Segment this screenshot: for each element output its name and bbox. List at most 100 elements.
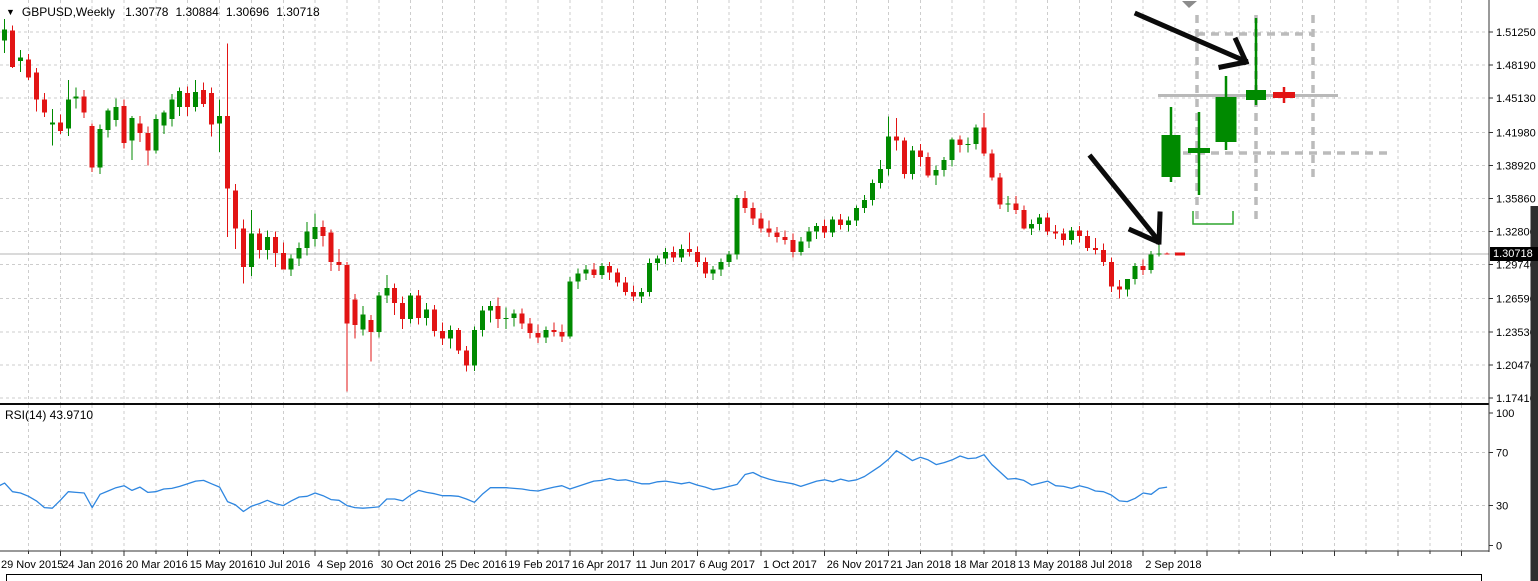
candle-body — [455, 329, 461, 351]
candle-body — [248, 233, 254, 268]
candle-body — [440, 331, 445, 339]
candle-body — [639, 292, 645, 297]
price-axis-label: 1.38920 — [1496, 160, 1536, 172]
candle-body — [1124, 279, 1130, 290]
candle-body — [591, 269, 597, 275]
price-axis-label: 1.51250 — [1496, 27, 1536, 39]
arrow-head-stroke[interactable] — [1232, 36, 1250, 66]
candle-body — [240, 228, 246, 268]
candle-body — [25, 59, 31, 78]
time-axis-label: 24 Jan 2016 — [62, 559, 123, 571]
candle-body — [647, 262, 653, 293]
rsi-axis-label: 70 — [1496, 448, 1508, 460]
current-price-tick — [1175, 252, 1185, 256]
arrow-shaft[interactable] — [1087, 153, 1162, 244]
candle-body — [575, 273, 581, 282]
candle-body — [209, 93, 215, 125]
candle-body — [670, 252, 676, 258]
price-axis-label: 1.41980 — [1496, 127, 1536, 139]
annotations-layer[interactable] — [1087, 1, 1393, 256]
time-axis-label: 20 Mar 2016 — [126, 559, 188, 571]
side-scroll-strip[interactable] — [1530, 206, 1538, 581]
candle-body — [997, 177, 1003, 205]
panel-separator — [0, 403, 1489, 405]
candle-body — [1053, 231, 1059, 234]
candle-body — [41, 99, 47, 113]
candle-body — [105, 110, 111, 130]
candle-body — [368, 320, 374, 333]
candle-body — [909, 150, 915, 175]
candle-body — [288, 258, 294, 270]
candle-body — [1084, 235, 1090, 248]
time-axis-label: 19 Feb 2017 — [508, 559, 570, 571]
candle-body — [328, 232, 334, 262]
horizontal-scrollbar[interactable] — [6, 574, 1482, 581]
candle-body — [1037, 217, 1043, 224]
arrow-to-current-price[interactable] — [1087, 153, 1163, 246]
candle-body — [1164, 253, 1170, 255]
candle-body — [1116, 286, 1122, 290]
candle-body — [846, 220, 852, 226]
arrow-head-stroke[interactable] — [1127, 226, 1162, 246]
candle-body — [1148, 254, 1154, 270]
inset-candle-body[interactable] — [1215, 97, 1237, 142]
rsi-axis-label: 30 — [1496, 501, 1508, 513]
candle-body — [121, 106, 127, 143]
price-axis-label: 1.45130 — [1496, 93, 1536, 105]
candle-body — [2, 29, 8, 41]
arrow-head-stroke[interactable] — [1218, 59, 1249, 70]
candle-body — [678, 248, 684, 258]
candle-body — [782, 236, 788, 241]
candle-body — [344, 265, 350, 324]
candle-body — [225, 115, 231, 189]
time-axis-label: 25 Dec 2016 — [445, 559, 507, 571]
candle-body — [822, 226, 828, 233]
candle-body — [965, 143, 971, 146]
candle-body — [360, 314, 366, 330]
candle-body — [495, 306, 501, 320]
time-axis-label: 21 Jan 2018 — [890, 559, 951, 571]
symbol-dropdown-icon[interactable]: ▼ — [6, 7, 15, 17]
candle-body — [623, 282, 629, 293]
candle-body — [463, 350, 469, 366]
top-marker-triangle-icon[interactable] — [1182, 1, 1197, 8]
candle-body — [941, 160, 947, 170]
candle-body — [408, 295, 414, 320]
candle-body — [33, 72, 39, 100]
candle-body — [17, 57, 23, 62]
candle-body — [710, 269, 716, 274]
measure-bracket[interactable] — [1192, 211, 1234, 225]
inset-candle-body[interactable] — [1246, 90, 1266, 100]
candle-body — [57, 122, 63, 131]
candle-body — [718, 261, 724, 270]
candle-body — [264, 236, 270, 250]
time-axis-label: 16 Apr 2017 — [572, 559, 631, 571]
candle-body — [877, 168, 883, 183]
inset-candle-body[interactable] — [1273, 92, 1295, 98]
inset-candle-body[interactable] — [1188, 148, 1210, 153]
candle-body — [392, 287, 398, 303]
time-axis-label: 6 Aug 2017 — [699, 559, 755, 571]
candle-body — [169, 99, 175, 120]
candle-body — [97, 128, 103, 168]
candle-body — [296, 247, 302, 259]
candle-body — [830, 219, 836, 233]
candle-body — [400, 302, 406, 320]
candle-body — [758, 218, 764, 229]
price-axis-label: 1.20470 — [1496, 360, 1536, 372]
candle-body — [551, 329, 557, 333]
arrow-to-spike-high[interactable] — [1133, 10, 1250, 70]
candle-body — [1021, 209, 1027, 229]
arrow-shaft[interactable] — [1133, 10, 1249, 65]
price-axis-label: 1.26590 — [1496, 294, 1536, 306]
arrow-head-stroke[interactable] — [1156, 211, 1163, 245]
chart-header: ▼ GBPUSD,Weekly 1.30778 1.30884 1.30696 1.307… — [6, 5, 327, 19]
price-axis-label: 1.35860 — [1496, 193, 1536, 205]
rsi-line — [0, 450, 1168, 513]
candle-body — [49, 122, 55, 125]
candles-layer — [2, 19, 1170, 392]
inset-candle-body[interactable] — [1161, 135, 1181, 177]
